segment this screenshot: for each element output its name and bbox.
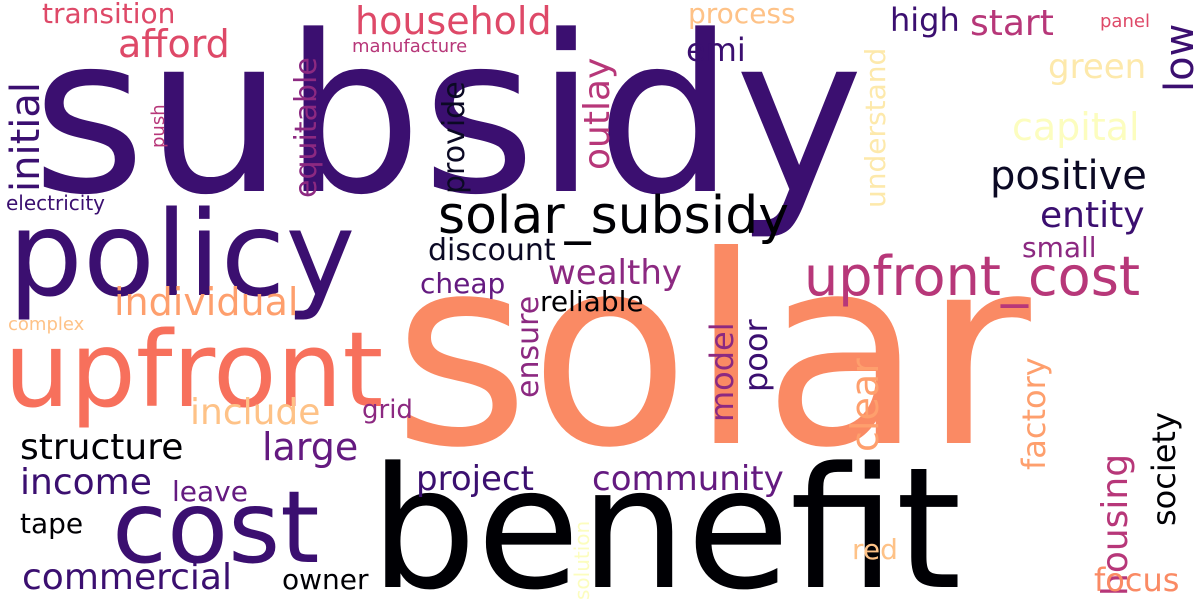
word-discount: discount: [428, 233, 556, 268]
word-upfront-cost: upfront_cost: [804, 245, 1140, 308]
word-household: household: [355, 0, 552, 43]
word-include: include: [190, 392, 321, 433]
word-tape: tape: [20, 507, 84, 540]
word-equitable: equitable: [289, 57, 324, 198]
word-cheap: cheap: [420, 267, 506, 300]
word-complex: complex: [8, 314, 85, 335]
word-solar-subsidy: solar_subsidy: [438, 186, 789, 246]
word-green: green: [1048, 47, 1147, 87]
word-large: large: [262, 425, 359, 469]
word-provide: provide: [437, 81, 472, 194]
word-electricity: electricity: [6, 191, 106, 215]
word-manufacture: manufacture: [352, 36, 468, 57]
word-process: process: [688, 0, 796, 30]
word-wealthy: wealthy: [548, 253, 683, 293]
word-poor: poor: [737, 319, 775, 392]
word-panel: panel: [1100, 11, 1150, 32]
word-commercial: commercial: [22, 557, 232, 598]
word-red: red: [852, 533, 898, 566]
word-focus: focus: [1094, 561, 1180, 599]
word-low: low: [1157, 23, 1200, 92]
word-subsidy: subsidy: [32, 0, 864, 243]
word-leave: leave: [172, 475, 248, 508]
word-initial: initial: [3, 82, 49, 192]
word-community: community: [592, 459, 784, 499]
word-start: start: [970, 3, 1054, 44]
word-clear: clear: [843, 358, 887, 452]
word-cost: cost: [112, 469, 320, 586]
word-project: project: [416, 459, 535, 499]
word-push: push: [148, 104, 169, 148]
word-afford: afford: [118, 22, 230, 66]
word-ensure: ensure: [511, 295, 546, 398]
word-structure: structure: [20, 427, 184, 468]
word-solution: solution: [570, 520, 594, 600]
word-positive: positive: [990, 153, 1147, 199]
word-factory: factory: [1015, 357, 1053, 470]
word-reliable: reliable: [540, 285, 644, 318]
word-outlay: outlay: [577, 57, 618, 170]
word-capital: capital: [1012, 105, 1140, 149]
word-society: society: [1145, 412, 1183, 526]
word-emi: emi: [686, 31, 746, 69]
word-income: income: [20, 462, 152, 503]
word-individual: individual: [114, 280, 299, 324]
word-transition: transition: [42, 0, 176, 30]
word-small: small: [1022, 231, 1097, 264]
word-upfront: upfront: [4, 309, 384, 431]
word-high: high: [890, 1, 960, 39]
word-solar: solar: [393, 200, 1031, 505]
word-entity: entity: [1040, 195, 1145, 236]
word-grid: grid: [362, 395, 413, 425]
word-model: model: [703, 322, 741, 422]
word-benefit: benefit: [370, 431, 962, 600]
word-owner: owner: [282, 563, 369, 596]
word-understand: understand: [859, 47, 892, 208]
word-policy: policy: [8, 185, 356, 323]
